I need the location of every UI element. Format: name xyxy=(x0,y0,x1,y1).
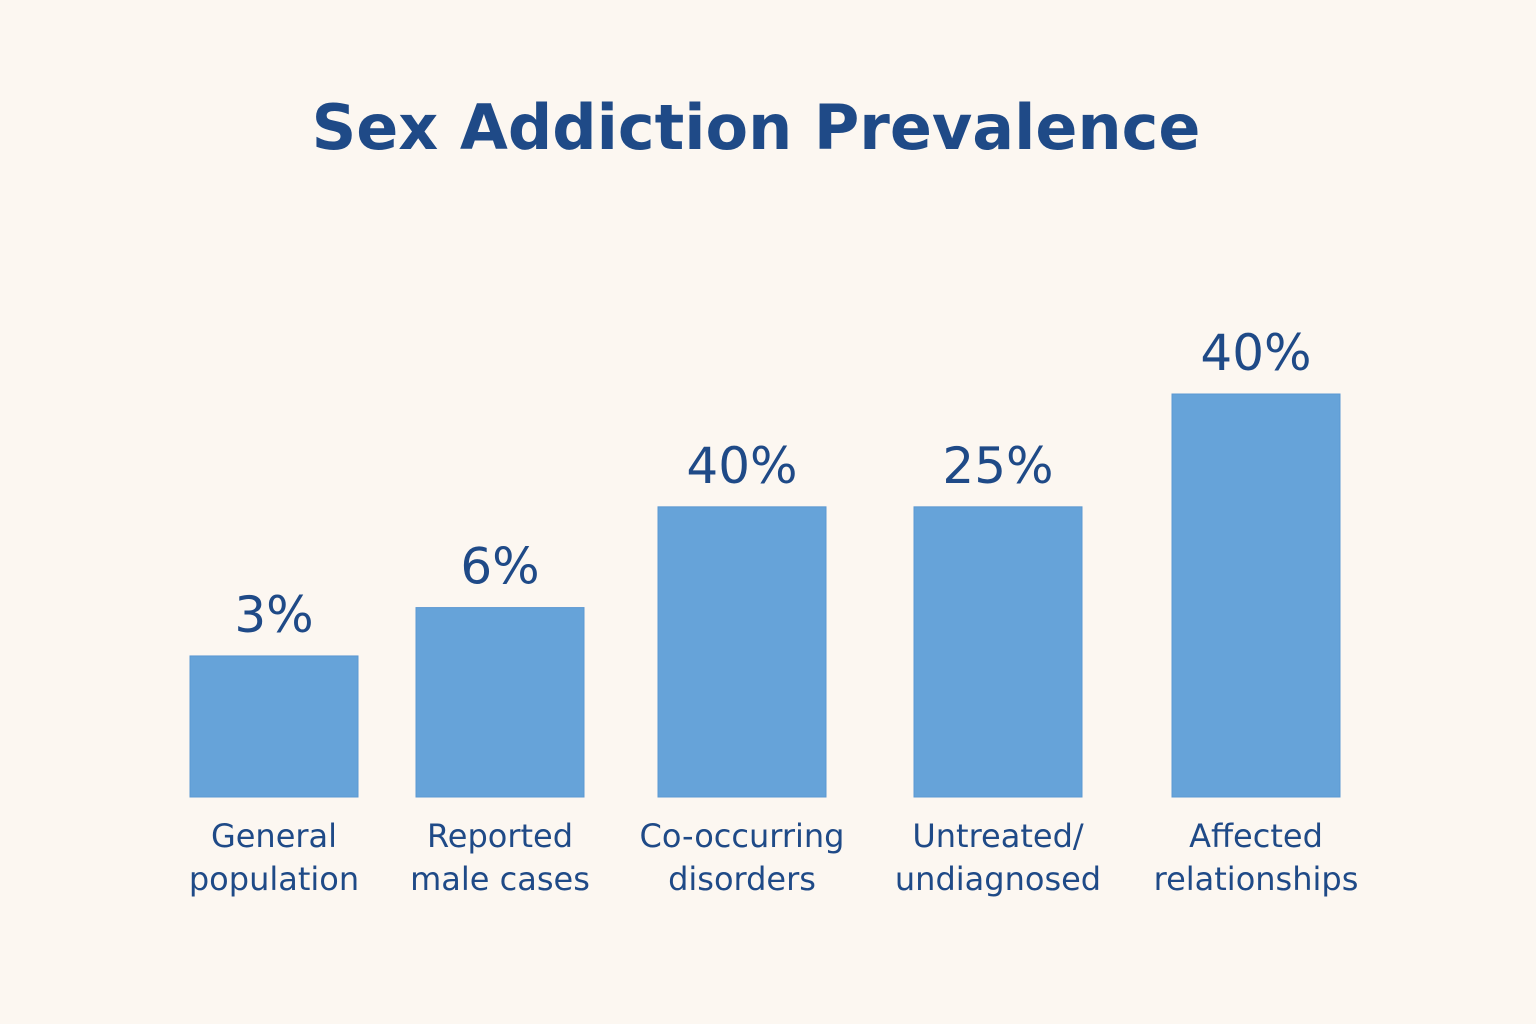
bar-1 xyxy=(189,655,359,798)
value-label-2: 6% xyxy=(460,538,539,596)
value-label-3: 40% xyxy=(686,437,797,495)
value-label-5: 40% xyxy=(1200,324,1311,382)
bar-2 xyxy=(415,607,585,798)
bars-group xyxy=(189,393,1341,798)
value-label-4: 25% xyxy=(942,437,1053,495)
category-label-1-line-2: population xyxy=(189,860,359,898)
bar-5 xyxy=(1171,393,1341,798)
category-label-2-line-2: male cases xyxy=(410,860,590,898)
category-label-4-line-2: undiagnosed xyxy=(895,860,1101,898)
bar-4 xyxy=(913,506,1083,798)
category-label-3-line-1: Co-occurring xyxy=(640,817,845,855)
category-labels-group: General population Reported male cases Co-oc… xyxy=(189,817,1359,898)
category-label-1-line-1: General xyxy=(211,817,337,855)
category-label-2-line-1: Reported xyxy=(427,817,573,855)
category-label-5-line-2: relationships xyxy=(1154,860,1359,898)
category-label-5-line-1: Affected xyxy=(1189,817,1323,855)
chart-title: Sex Addiction Prevalence xyxy=(311,91,1201,164)
category-label-4-line-1: Untreated/ xyxy=(912,817,1084,855)
value-labels-group: 3% 6% 40% 25% 40% xyxy=(234,324,1311,644)
bar-3 xyxy=(657,506,827,798)
category-label-3-line-2: disorders xyxy=(668,860,816,898)
value-label-1: 3% xyxy=(234,586,313,644)
